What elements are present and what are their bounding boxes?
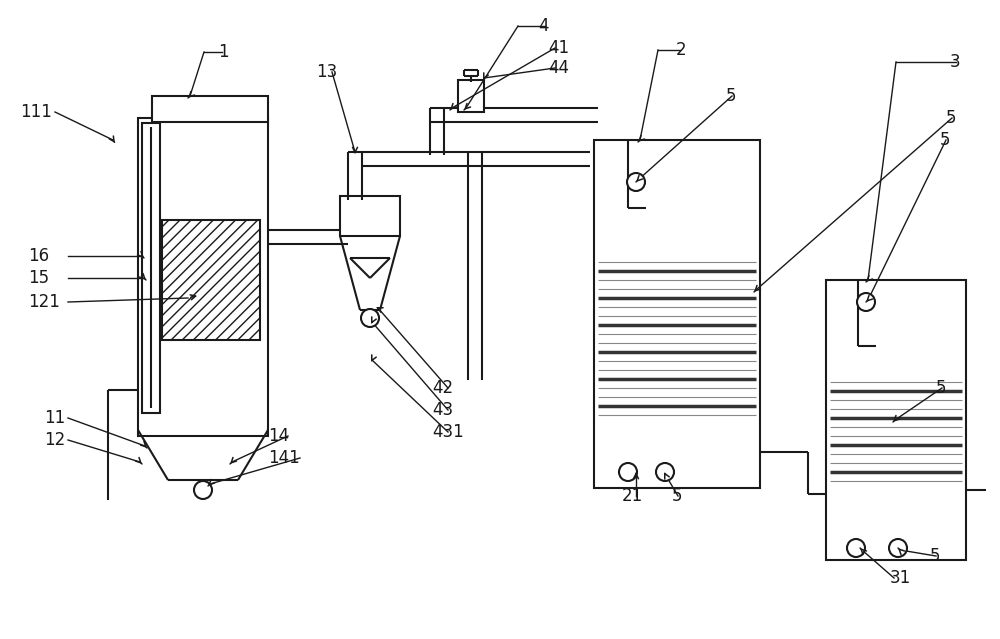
Text: 5: 5 [940, 131, 950, 149]
Circle shape [847, 539, 865, 557]
Text: 41: 41 [548, 39, 569, 57]
Bar [152, 96, 268, 122]
Bar [594, 140, 760, 488]
Circle shape [627, 173, 645, 191]
Text: 3: 3 [950, 53, 961, 71]
Circle shape [619, 463, 637, 481]
Bar [138, 118, 268, 436]
Text: 44: 44 [548, 59, 569, 77]
Text: 5: 5 [672, 487, 682, 505]
Text: 5: 5 [930, 547, 940, 565]
Text: 5: 5 [726, 87, 736, 105]
Circle shape [656, 463, 674, 481]
Circle shape [857, 293, 875, 311]
Text: 5: 5 [936, 379, 946, 397]
Bar [340, 196, 400, 236]
Bar [826, 280, 966, 560]
Text: 141: 141 [268, 449, 300, 467]
Text: 16: 16 [28, 247, 49, 265]
Circle shape [194, 481, 212, 499]
Text: 12: 12 [44, 431, 65, 449]
Circle shape [889, 539, 907, 557]
Bar [458, 80, 484, 112]
Text: 5: 5 [946, 109, 956, 127]
Text: 2: 2 [676, 41, 687, 59]
Text: 4: 4 [538, 17, 548, 35]
Text: 31: 31 [890, 569, 911, 587]
Text: 21: 21 [622, 487, 643, 505]
Text: 11: 11 [44, 409, 65, 427]
Text: 13: 13 [316, 63, 337, 81]
Text: 431: 431 [432, 423, 464, 441]
Text: 43: 43 [432, 401, 453, 419]
Bar [142, 123, 160, 413]
Text: 111: 111 [20, 103, 52, 121]
Text: 121: 121 [28, 293, 60, 311]
Bar [162, 220, 260, 340]
Text: 14: 14 [268, 427, 289, 445]
Text: 1: 1 [218, 43, 229, 61]
Circle shape [361, 309, 379, 327]
Text: 15: 15 [28, 269, 49, 287]
Text: 42: 42 [432, 379, 453, 397]
